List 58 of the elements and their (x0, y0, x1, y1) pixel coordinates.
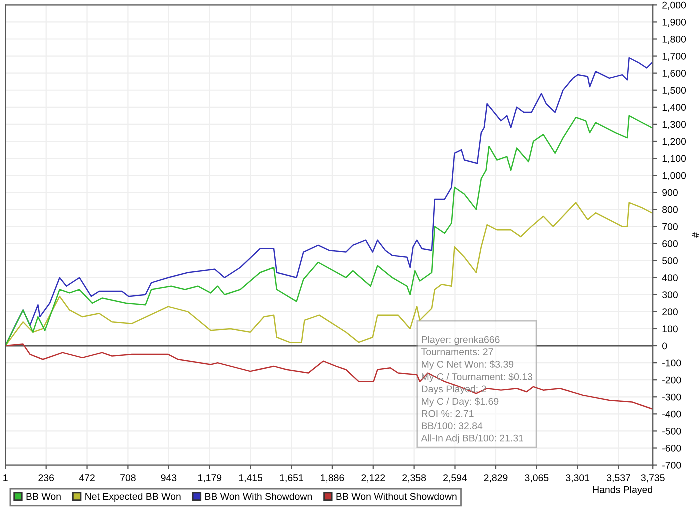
y-tick-label: 400 (662, 274, 678, 282)
x-axis-title: Hands Played (593, 486, 652, 496)
y-axis-title: # (692, 232, 700, 238)
y-tick-label: -700 (662, 462, 682, 469)
x-tick-label: 1,886 (321, 474, 344, 483)
x-tick-label: 1,179 (198, 474, 222, 483)
y-tick-label: 1,200 (662, 138, 686, 146)
y-tick-label: -500 (662, 428, 682, 435)
y-tick-label: 1,400 (662, 104, 686, 112)
y-tick-label: 700 (662, 223, 678, 230)
x-tick-label: 708 (120, 474, 136, 482)
y-tick-label: 1,600 (662, 70, 686, 78)
annotation: All-In Adj BB/100: 21.31 (421, 434, 524, 444)
y-tick-label: 1,800 (662, 36, 686, 44)
annotation: My C / Day: $1.69 (422, 398, 499, 407)
x-tick-label: 2,829 (484, 474, 508, 483)
x-tick-label: 3,301 (566, 474, 590, 483)
y-tick-label: -100 (662, 360, 682, 367)
x-tick-label: 2,358 (402, 474, 426, 483)
y-tick-label: 300 (662, 292, 678, 298)
x-tick-label: 3,735 (641, 474, 665, 483)
legend-label: BB Won With Showdown (206, 492, 312, 500)
y-tick-label: 0 (662, 342, 668, 350)
y-tick-label: 1,500 (662, 87, 686, 96)
y-tick-label: -300 (662, 394, 682, 401)
y-tick-label: 1,000 (662, 172, 686, 180)
x-tick-label: 943 (161, 474, 177, 482)
annotation: Player: grenka666 (422, 336, 500, 346)
y-tick-label: 900 (662, 189, 678, 196)
x-tick-label: 1 (4, 474, 8, 482)
y-tick-label: 1,100 (662, 155, 686, 164)
x-tick-label: 2,122 (362, 474, 386, 483)
x-tick-label: 1,415 (239, 474, 263, 483)
y-tick-label: 1,300 (662, 121, 686, 130)
legend-label: BB Won (26, 493, 61, 500)
y-tick-label: -400 (662, 410, 682, 418)
x-tick-label: 2,594 (444, 474, 468, 483)
x-tick-label: 3,065 (525, 474, 549, 483)
y-tick-label: 2,000 (662, 2, 686, 10)
annotation: Tournaments: 27 (422, 348, 494, 356)
y-tick-label: 1,900 (662, 18, 686, 27)
y-tick-label: 500 (662, 258, 678, 264)
x-tick-label: 236 (38, 474, 54, 482)
y-tick-label: 100 (662, 326, 678, 333)
y-tick-label: -600 (662, 444, 682, 452)
legend-label: BB Won Without Showdown (336, 492, 457, 500)
x-tick-label: 1,651 (280, 474, 304, 483)
y-tick-label: 600 (662, 240, 678, 248)
legend-label: Net Expected BB Won (86, 492, 181, 502)
annotation: ROI %: 2.71 (422, 410, 474, 418)
annotation: BB/100: 32.84 (422, 422, 483, 430)
x-tick-label: 3,537 (606, 474, 630, 483)
y-tick-label: 800 (662, 206, 678, 214)
x-tick-label: 472 (79, 474, 95, 482)
annotation: My C Net Won: $3.39 (422, 360, 514, 370)
y-tick-label: 200 (662, 308, 678, 316)
y-tick-label: 1,700 (662, 53, 686, 62)
y-tick-label: -200 (662, 376, 682, 384)
